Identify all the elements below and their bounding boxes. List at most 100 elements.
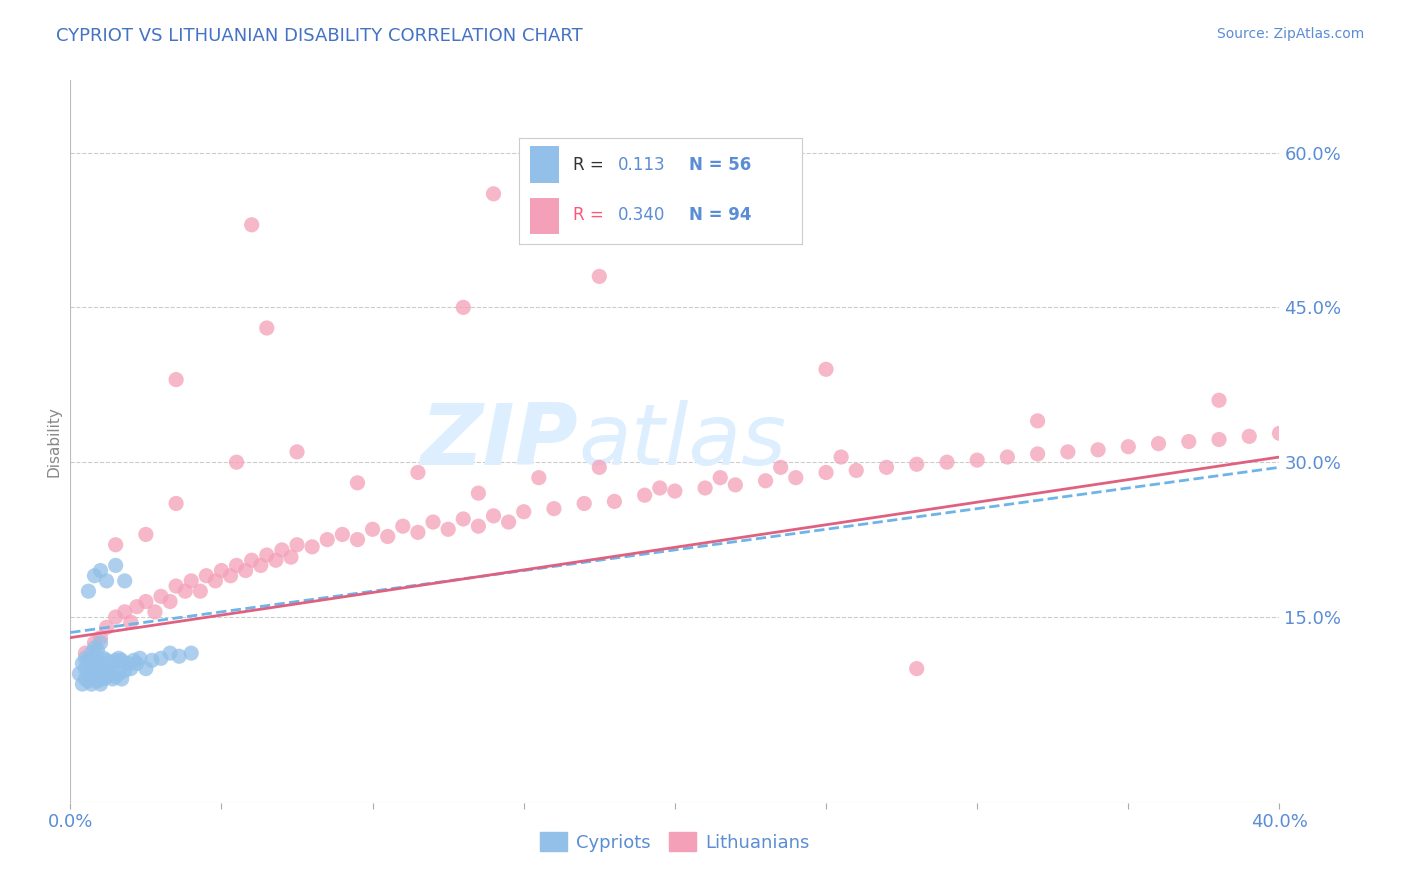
Point bbox=[77, 673, 100, 688]
Point bbox=[588, 460, 610, 475]
Point bbox=[101, 672, 124, 686]
Point bbox=[101, 657, 124, 671]
Point bbox=[80, 666, 103, 681]
Point bbox=[1026, 447, 1049, 461]
Point bbox=[80, 677, 103, 691]
Point bbox=[104, 558, 127, 573]
FancyBboxPatch shape bbox=[530, 197, 558, 234]
Text: R =: R = bbox=[572, 155, 603, 174]
Text: CYPRIOT VS LITHUANIAN DISABILITY CORRELATION CHART: CYPRIOT VS LITHUANIAN DISABILITY CORRELA… bbox=[56, 27, 583, 45]
Point bbox=[174, 584, 197, 599]
Text: Source: ZipAtlas.com: Source: ZipAtlas.com bbox=[1216, 27, 1364, 41]
Point bbox=[86, 643, 108, 657]
Point bbox=[125, 657, 148, 671]
Point bbox=[143, 605, 166, 619]
Point bbox=[159, 594, 181, 608]
Point bbox=[75, 672, 97, 686]
Point bbox=[117, 657, 139, 671]
Point bbox=[167, 649, 190, 664]
Point bbox=[633, 488, 655, 502]
Text: ZIP: ZIP bbox=[420, 400, 578, 483]
Point bbox=[120, 662, 142, 676]
Point bbox=[128, 651, 150, 665]
Point bbox=[72, 657, 94, 671]
Point bbox=[664, 484, 686, 499]
Point bbox=[93, 662, 115, 676]
Point bbox=[453, 301, 475, 315]
Point bbox=[98, 657, 121, 671]
Point bbox=[159, 646, 181, 660]
Point bbox=[1208, 393, 1230, 408]
Point bbox=[815, 466, 838, 480]
Point bbox=[96, 670, 118, 684]
Point bbox=[467, 519, 489, 533]
Point bbox=[104, 610, 127, 624]
Point bbox=[90, 564, 111, 578]
Point bbox=[188, 584, 211, 599]
Point bbox=[90, 657, 111, 671]
Point bbox=[769, 460, 792, 475]
Point bbox=[195, 568, 218, 582]
Point bbox=[135, 527, 157, 541]
Point bbox=[72, 677, 94, 691]
Text: 0.340: 0.340 bbox=[619, 205, 665, 224]
Point bbox=[240, 218, 263, 232]
Point bbox=[1268, 426, 1291, 441]
Point bbox=[1178, 434, 1201, 449]
Point bbox=[1026, 414, 1049, 428]
Point bbox=[80, 646, 103, 660]
Text: N = 94: N = 94 bbox=[689, 205, 751, 224]
Point bbox=[648, 481, 671, 495]
FancyBboxPatch shape bbox=[530, 146, 558, 183]
Point bbox=[93, 672, 115, 686]
Point bbox=[83, 672, 105, 686]
Point bbox=[256, 548, 278, 562]
Y-axis label: Disability: Disability bbox=[46, 406, 62, 477]
Point bbox=[498, 515, 520, 529]
Point bbox=[111, 672, 134, 686]
Point bbox=[543, 501, 565, 516]
Point bbox=[966, 453, 988, 467]
Point bbox=[114, 605, 136, 619]
Point bbox=[905, 457, 928, 471]
Point bbox=[83, 640, 105, 655]
Point bbox=[107, 666, 129, 681]
Point bbox=[995, 450, 1018, 464]
Point bbox=[588, 269, 610, 284]
Point bbox=[332, 527, 354, 541]
Point bbox=[377, 529, 399, 543]
Point bbox=[86, 664, 108, 678]
Point bbox=[256, 321, 278, 335]
Point bbox=[75, 646, 97, 660]
Point bbox=[180, 646, 202, 660]
Point bbox=[285, 538, 308, 552]
Point bbox=[361, 522, 384, 536]
Point bbox=[285, 445, 308, 459]
Point bbox=[165, 496, 187, 510]
Point bbox=[180, 574, 202, 588]
Point bbox=[482, 186, 505, 201]
Point bbox=[453, 512, 475, 526]
Point bbox=[83, 568, 105, 582]
Point bbox=[90, 631, 111, 645]
Point bbox=[204, 574, 226, 588]
Point bbox=[77, 664, 100, 678]
Point bbox=[1208, 433, 1230, 447]
Point bbox=[527, 471, 550, 485]
Point bbox=[219, 568, 242, 582]
Point bbox=[211, 564, 233, 578]
Point bbox=[1116, 440, 1139, 454]
Point bbox=[83, 662, 105, 676]
Point bbox=[225, 455, 247, 469]
Point bbox=[93, 651, 115, 665]
Point bbox=[513, 505, 536, 519]
Point bbox=[574, 496, 596, 510]
Point bbox=[75, 662, 97, 676]
Point bbox=[225, 558, 247, 573]
Point bbox=[67, 666, 90, 681]
Point bbox=[96, 620, 118, 634]
Point bbox=[467, 486, 489, 500]
Point bbox=[114, 664, 136, 678]
Point bbox=[1239, 429, 1261, 443]
Point bbox=[422, 515, 444, 529]
